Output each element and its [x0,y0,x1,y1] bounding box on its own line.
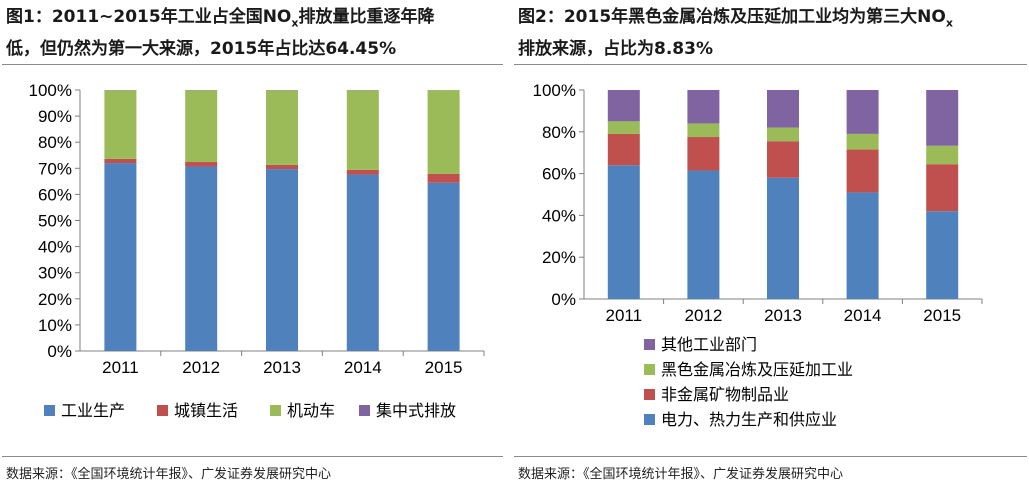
c1-legend-swatch [644,414,655,425]
c0-bar-2014-s1 [346,169,379,175]
title-divider-right [514,64,1027,65]
c1-bar-2013-s2 [767,127,799,142]
c1-bar-2011-s0 [607,165,640,299]
c0-y-tick-label: 10% [38,316,72,335]
c0-bar-2013-s0 [266,169,298,351]
c0-y-tick-label: 0% [47,342,72,361]
c0-y-tick-label: 50% [38,212,72,231]
c1-bar-2012-s0 [687,170,720,299]
stacked-bar-chart-right: 0% 20% 40% 60% 80% 100% 2011 2012 2013 2014 2015 其他… [533,81,983,429]
c0-bar-2013-s1 [266,164,298,170]
source-divider-right [514,456,1027,457]
c1-bar-2013-s1 [767,141,799,178]
c1-bar-2014-s2 [846,133,879,150]
c0-y-tick-label: 40% [38,238,72,257]
c1-x-tick-label: 2011 [606,306,643,325]
c1-bar-2015-s1 [926,164,959,212]
c1-x-tick-label: 2015 [923,306,961,325]
c1-bar-2015-s2 [926,145,959,165]
c1-legend-label: 其他工业部门 [661,335,757,354]
c1-bar-2012-s2 [687,123,720,138]
c1-bar-2011-s3 [607,90,640,122]
c1-legend-swatch [644,389,655,400]
chart-title-left-line1: 图1：2011~2015年工业占全国NOx排放量比重逐年降 [6,7,435,30]
c1-y-tick-label: 60% [542,165,576,184]
chart-title-right-line2: 排放来源，占比为8.83% [518,39,713,60]
c0-x-tick-label: 2011 [102,358,139,377]
c1-bar-2014-s3 [846,90,879,134]
c1-x-tick-label: 2014 [844,306,882,325]
c1-x-tick-label: 2012 [684,306,722,325]
c0-bar-2014-s2 [346,90,379,170]
chart-panel-right: 图2：2015年黑色金属冶炼及压延加工业均为第三大NOx 排放来源，占比为8.8… [512,0,1029,487]
chart-panel-left: 图1：2011~2015年工业占全国NOx排放量比重逐年降 低，但仍然为第一大来… [0,0,505,487]
c0-bar-2011-s0 [104,163,137,351]
stacked-bar-chart-left: 0% 10% 20% 30% 40% 50% 60% 70% 80% 90% 100% 2011 201… [29,81,485,420]
c0-bar-2014-s0 [346,174,379,351]
c0-legend-swatch [44,405,55,416]
c1-y-tick-label: 40% [542,206,576,225]
chart-title-left: 图1：2011~2015年工业占全国NOx排放量比重逐年降 低，但仍然为第一大来… [6,4,499,62]
c0-y-tick-label: 100% [29,81,72,100]
c0-y-tick-label: 20% [38,290,72,309]
chart-title-left-line2: 低，但仍然为第一大来源，2015年占比达64.45% [6,39,397,60]
c0-x-tick-label: 2014 [344,358,382,377]
c0-legend-swatch [270,405,281,416]
c0-y-tick-label: 70% [38,159,72,178]
c1-y-tick-label: 100% [533,81,576,100]
c1-y-tick-label: 80% [542,123,576,142]
c0-y-tick-label: 90% [38,107,72,126]
c0-legend-swatch [157,405,168,416]
c0-x-tick-label: 2012 [182,358,220,377]
c0-legend-label: 城镇生活 [174,401,238,420]
title-divider-left [2,64,503,65]
c0-y-tick-label: 60% [38,185,72,204]
c0-legend-label: 工业生产 [61,401,125,420]
c0-legend-label: 机动车 [287,401,335,420]
c1-bar-2012-s1 [687,137,720,171]
c1-legend-label: 电力、热力生产和供应业 [661,410,837,429]
c1-legend-label: 黑色金属冶炼及压延加工业 [661,360,853,379]
c1-bar-2013-s3 [767,90,799,128]
source-note-left: 数据来源：《全国环境统计年报》、广发证券发展研究中心 [6,467,332,482]
c1-bar-2015-s0 [926,211,959,299]
source-divider-left [2,456,503,457]
c1-bar-2014-s1 [846,149,879,193]
c0-bar-2015-s1 [427,173,460,183]
c0-bar-2011-s2 [104,90,137,159]
c1-y-tick-label: 0% [551,290,576,309]
c0-bar-2015-s0 [427,182,460,351]
c0-x-tick-label: 2015 [425,358,463,377]
c1-bar-2014-s0 [846,192,879,299]
c0-y-tick-label: 30% [38,264,72,283]
c1-bar-2011-s1 [607,133,640,166]
c1-y-tick-label: 20% [542,248,576,267]
c1-legend-swatch [644,339,655,350]
c0-y-tick-label: 80% [38,133,72,152]
c0-legend-swatch [359,405,370,416]
c0-legend-label: 集中式排放 [376,401,456,420]
c0-bar-2015-s2 [427,90,460,174]
c0-bar-2013-s2 [266,90,298,165]
chart-title-right: 图2：2015年黑色金属冶炼及压延加工业均为第三大NOx 排放来源，占比为8.8… [518,4,1023,62]
c1-bar-2013-s0 [767,177,799,299]
c1-legend-label: 非金属矿物制品业 [661,385,789,404]
c0-bar-2011-s1 [104,158,137,164]
c0-x-tick-label: 2013 [263,358,301,377]
chart-title-right-line1: 图2：2015年黑色金属冶炼及压延加工业均为第三大NOx [518,7,953,30]
c0-bar-2012-s2 [185,90,218,163]
c0-bar-2012-s1 [185,162,218,167]
c1-bar-2015-s3 [926,90,959,146]
source-note-right: 数据来源：《全国环境统计年报》、广发证券发展研究中心 [518,467,844,482]
c0-bar-2012-s0 [185,166,218,351]
c1-bar-2012-s3 [687,90,720,124]
c1-legend-swatch [644,364,655,375]
c1-bar-2011-s2 [607,121,640,134]
c1-x-tick-label: 2013 [764,306,802,325]
